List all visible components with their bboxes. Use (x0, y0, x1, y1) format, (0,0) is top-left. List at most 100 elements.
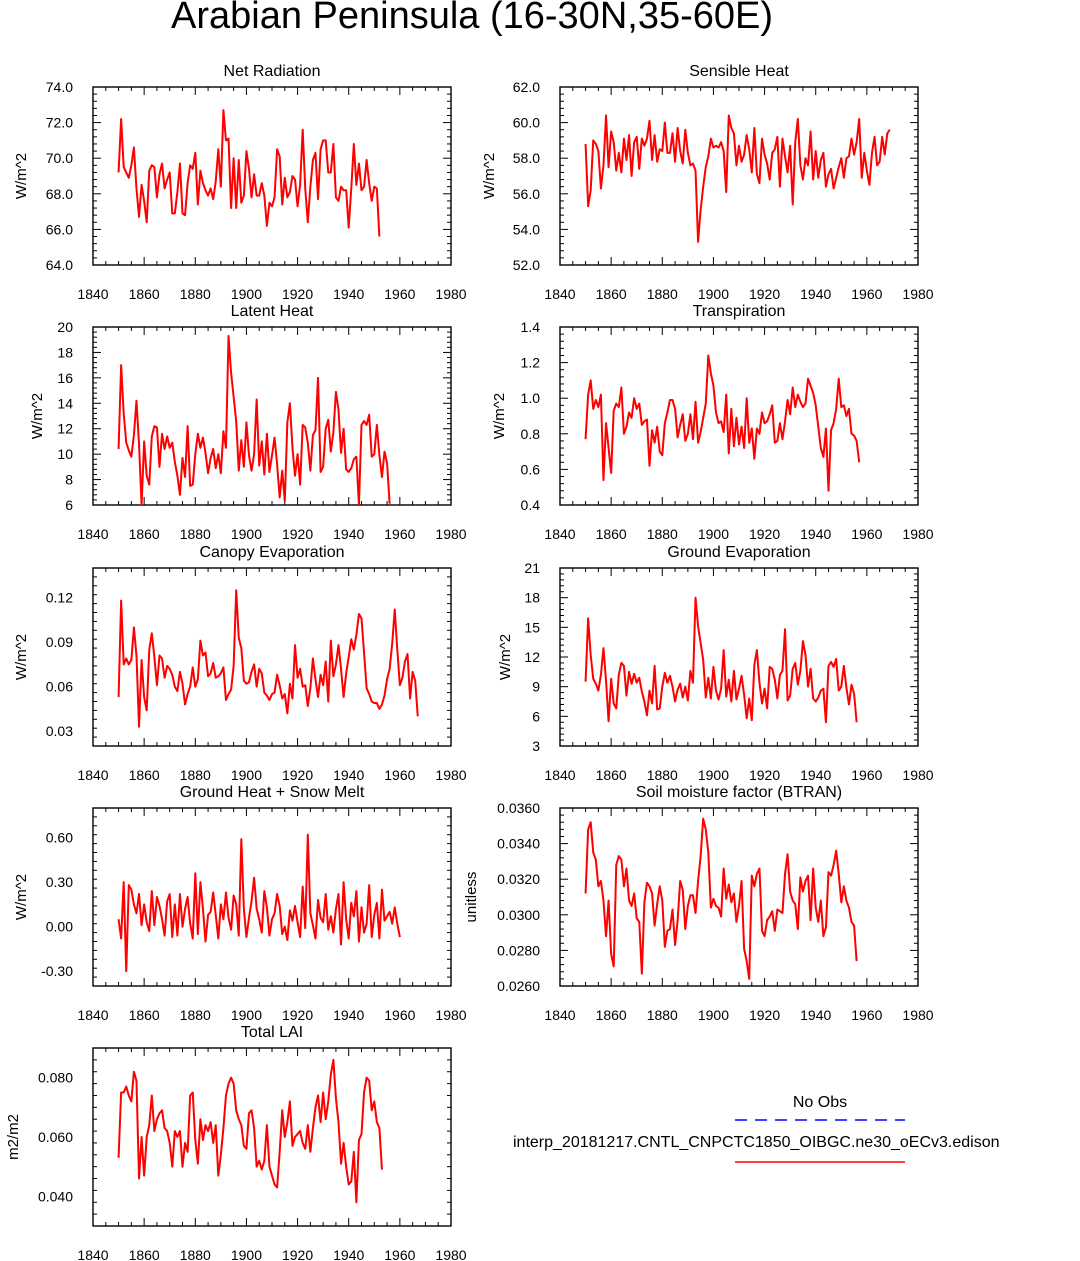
panel-title: Sensible Heat (689, 63, 789, 80)
x-tick-label: 1900 (698, 1007, 729, 1023)
y-tick-label: 0.09 (46, 634, 73, 650)
y-tick-label: 72.0 (46, 115, 73, 131)
panel-5: Canopy Evaporation 1840 1860 1880 1900 1920 19… (13, 544, 467, 783)
panels: Net Radiation 1840 1860 1880 1900 1920 1940 196… (5, 63, 934, 1261)
series-line (117, 833, 401, 973)
y-tick-label: 74.0 (46, 79, 73, 95)
x-tick-label: 1880 (180, 526, 211, 542)
panel-title: Soil moisture factor (BTRAN) (636, 784, 842, 801)
y-tick-label: 0.12 (46, 590, 73, 606)
y-tick-label: 15 (524, 619, 540, 635)
x-tick-label: 1900 (698, 286, 729, 302)
x-tick-label: 1840 (77, 286, 108, 302)
x-tick-label: 1900 (231, 286, 262, 302)
series-line (117, 589, 419, 728)
x-tick-label: 1940 (333, 767, 364, 783)
y-axis-label: W/m^2 (13, 153, 30, 199)
x-tick-label: 1940 (333, 286, 364, 302)
x-tick-label: 1840 (77, 1007, 108, 1023)
y-tick-label: 0.30 (46, 874, 73, 890)
x-tick-label: 1840 (544, 286, 575, 302)
x-tick-label: 1900 (231, 1007, 262, 1023)
x-tick-label: 1940 (800, 286, 831, 302)
panel-4: Transpiration 1840 1860 1880 1900 1920 1940 196… (491, 303, 934, 542)
x-tick-label: 1980 (902, 1007, 933, 1023)
y-tick-label: 0.040 (38, 1188, 73, 1204)
x-tick-label: 1840 (77, 767, 108, 783)
x-tick-label: 1920 (749, 767, 780, 783)
x-tick-label: 1940 (333, 1007, 364, 1023)
y-tick-label: 0.0360 (497, 800, 540, 816)
plot-frame (559, 86, 919, 266)
x-tick-label: 1960 (851, 526, 882, 542)
x-tick-label: 1860 (129, 526, 160, 542)
panel-title: Latent Heat (231, 303, 314, 320)
y-tick-label: 6 (532, 708, 540, 724)
y-tick-label: 14 (57, 395, 73, 411)
panel-6: Ground Evaporation 1840 1860 1880 1900 1920 19… (497, 544, 934, 783)
plot-frame (92, 807, 452, 987)
x-tick-label: 1880 (180, 1247, 211, 1261)
y-tick-label: 1.4 (521, 319, 541, 335)
x-tick-label: 1840 (77, 526, 108, 542)
y-tick-label: 21 (524, 560, 540, 576)
y-tick-label: 1.0 (521, 390, 541, 406)
x-tick-label: 1960 (384, 526, 415, 542)
y-tick-label: 20 (57, 319, 73, 335)
y-tick-label: 10 (57, 446, 73, 462)
x-tick-label: 1880 (180, 286, 211, 302)
y-tick-label: 0.06 (46, 679, 73, 695)
x-tick-label: 1960 (851, 1007, 882, 1023)
y-tick-label: 58.0 (513, 150, 540, 166)
x-tick-label: 1880 (180, 1007, 211, 1023)
x-tick-label: 1980 (435, 526, 466, 542)
x-tick-label: 1980 (902, 286, 933, 302)
y-tick-label: 0.8 (521, 426, 541, 442)
plot-frame (559, 567, 919, 747)
x-tick-label: 1960 (384, 1247, 415, 1261)
y-tick-label: 1.2 (521, 355, 541, 371)
x-tick-label: 1880 (647, 767, 678, 783)
y-tick-label: 9 (532, 679, 540, 695)
x-tick-label: 1920 (282, 1247, 313, 1261)
panel-title: Net Radiation (224, 63, 321, 80)
x-tick-label: 1960 (851, 767, 882, 783)
x-tick-label: 1980 (435, 1247, 466, 1261)
y-tick-label: 52.0 (513, 257, 540, 273)
y-tick-label: 0.03 (46, 723, 73, 739)
y-tick-label: 68.0 (46, 186, 73, 202)
x-tick-label: 1920 (749, 1007, 780, 1023)
x-tick-label: 1980 (902, 526, 933, 542)
x-tick-label: 1920 (282, 526, 313, 542)
x-tick-label: 1860 (129, 767, 160, 783)
x-tick-label: 1980 (902, 767, 933, 783)
x-tick-label: 1980 (435, 1007, 466, 1023)
x-tick-label: 1940 (800, 767, 831, 783)
y-tick-label: -0.30 (41, 963, 73, 979)
panel-7: Ground Heat + Snow Melt 1840 1860 1880 1900 1… (13, 784, 467, 1023)
y-tick-label: 0.60 (46, 830, 73, 846)
legend-model-label: interp_20181217.CNTL_CNPCTC1850_OIBGC.ne… (513, 1134, 1000, 1151)
panel-1: Net Radiation 1840 1860 1880 1900 1920 1940 196… (13, 63, 467, 302)
x-tick-label: 1860 (596, 286, 627, 302)
y-tick-label: 62.0 (513, 79, 540, 95)
y-tick-label: 54.0 (513, 221, 540, 237)
panel-2: Sensible Heat 1840 1860 1880 1900 1920 1940 196… (481, 63, 934, 302)
y-axis-label: m2/m2 (5, 1114, 22, 1160)
x-tick-label: 1840 (77, 1247, 108, 1261)
y-axis-label: W/m^2 (29, 393, 46, 439)
panel-9: Total LAI 1840 1860 1880 1900 1920 1940 1960 198… (5, 1024, 467, 1261)
y-axis-label: unitless (463, 872, 480, 923)
plot-frame (92, 86, 452, 266)
y-axis-label: W/m^2 (491, 393, 508, 439)
y-tick-label: 0.0340 (497, 836, 540, 852)
x-tick-label: 1920 (749, 526, 780, 542)
x-tick-label: 1920 (749, 286, 780, 302)
x-tick-label: 1860 (129, 1007, 160, 1023)
x-tick-label: 1900 (698, 767, 729, 783)
y-tick-label: 16 (57, 370, 73, 386)
y-axis-label: W/m^2 (13, 874, 30, 920)
x-tick-label: 1840 (544, 1007, 575, 1023)
series-line (584, 596, 858, 724)
panel-title: Canopy Evaporation (200, 544, 345, 561)
